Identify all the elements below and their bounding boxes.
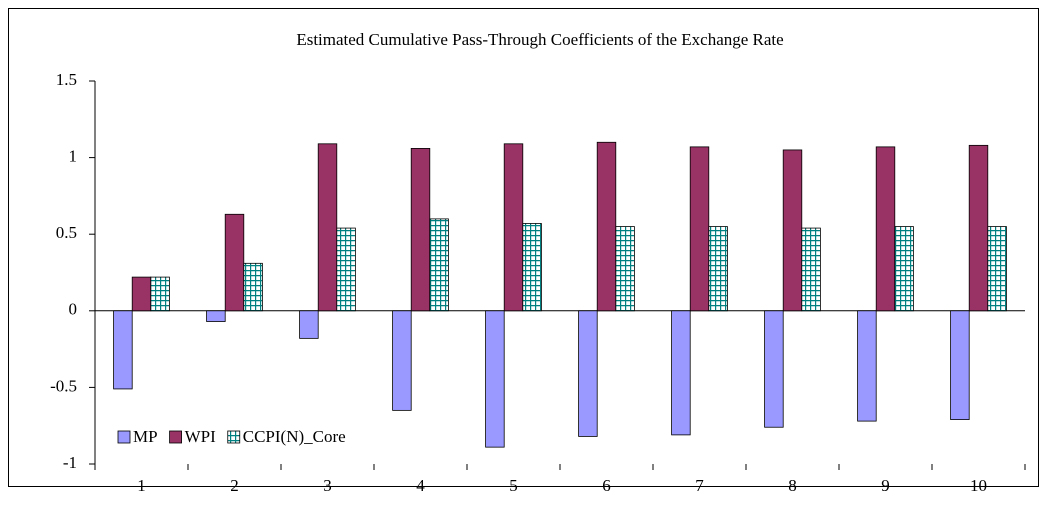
x-tick-label: 4 xyxy=(416,476,425,495)
bar xyxy=(671,310,691,436)
bar xyxy=(875,146,896,312)
bar xyxy=(968,144,989,312)
x-tick-label: 1 xyxy=(137,476,146,495)
x-tick-label: 9 xyxy=(881,476,890,495)
bar xyxy=(336,227,356,312)
y-tick-label: -1 xyxy=(63,453,77,472)
bar xyxy=(317,143,338,312)
bar xyxy=(299,310,319,339)
bar xyxy=(894,226,914,312)
bar xyxy=(224,213,245,312)
bar xyxy=(392,310,412,411)
y-tick-label: 1 xyxy=(69,147,78,166)
bar xyxy=(801,227,821,312)
y-tick-label: 0.5 xyxy=(56,223,77,242)
chart-title: Estimated Cumulative Pass-Through Coeffi… xyxy=(296,30,783,49)
bar xyxy=(485,310,505,448)
bar xyxy=(429,218,449,312)
bar xyxy=(522,223,542,312)
bar xyxy=(782,149,803,312)
x-tick-label: 10 xyxy=(970,476,987,495)
x-tick-label: 7 xyxy=(695,476,704,495)
x-tick-label: 6 xyxy=(602,476,611,495)
x-tick-label: 2 xyxy=(230,476,239,495)
bar xyxy=(689,146,710,312)
bar xyxy=(131,276,152,312)
legend-label: WPI xyxy=(185,427,217,446)
y-tick-label: 1.5 xyxy=(56,70,77,89)
legend-label: CCPI(N)_Core xyxy=(243,427,346,446)
bar xyxy=(243,262,263,312)
bar xyxy=(857,310,877,422)
y-tick-label: 0 xyxy=(69,300,78,319)
bar xyxy=(615,226,635,312)
bar xyxy=(578,310,598,437)
bar xyxy=(950,310,970,420)
legend-swatch xyxy=(227,430,241,444)
legend-swatch xyxy=(169,430,182,444)
bar xyxy=(764,310,784,428)
bar xyxy=(113,310,133,390)
legend-swatch xyxy=(117,430,131,444)
x-tick-label: 8 xyxy=(788,476,797,495)
bar xyxy=(206,310,226,322)
bar xyxy=(596,141,617,312)
bar xyxy=(503,143,524,312)
y-tick-label: -0.5 xyxy=(50,376,77,395)
x-tick-label: 3 xyxy=(323,476,332,495)
bar xyxy=(150,276,170,312)
legend-label: MP xyxy=(133,427,158,446)
bar xyxy=(708,226,728,312)
x-tick-label: 5 xyxy=(509,476,518,495)
bar xyxy=(987,226,1007,312)
bar xyxy=(410,148,431,312)
